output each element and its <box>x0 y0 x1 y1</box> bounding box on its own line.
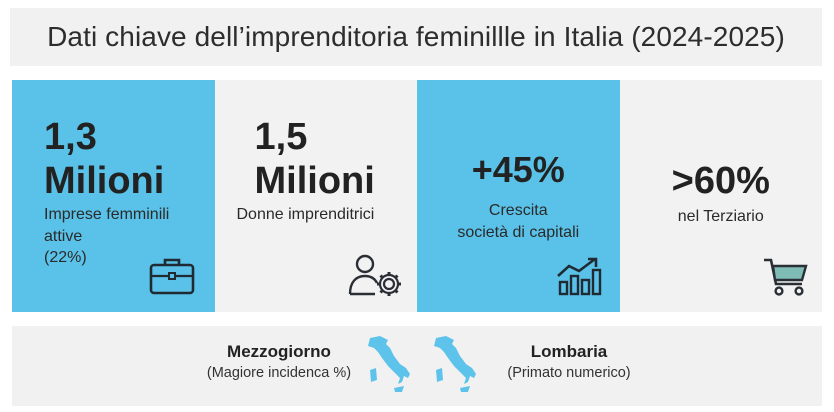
region-mezzogiorno: Mezzogiorno (Magiore incidenca %) <box>194 342 364 381</box>
stat-value-unit: Milioni <box>44 160 165 202</box>
stat-card-imprese: 1,3 Milioni Imprese femminili attive (22… <box>12 80 215 312</box>
stat-value: 1,3 <box>44 116 97 158</box>
stat-label-line: Crescita <box>488 202 548 219</box>
stat-label-line: società di capitali <box>457 223 580 241</box>
stat-label: nel Terziario <box>620 206 823 228</box>
title-bar: Dati chiave dell’imprenditoria feminilll… <box>10 8 822 66</box>
italy-map-icon <box>434 336 476 392</box>
stat-label-line: attive <box>44 227 83 245</box>
stat-cards: 1,3 Milioni Imprese femminili attive (22… <box>12 80 822 312</box>
stat-value-unit: Milioni <box>254 160 375 202</box>
stat-label: Imprese femminili attive (22%) <box>44 204 204 269</box>
stat-value: >60% <box>671 160 770 202</box>
person-gear-icon <box>348 254 401 296</box>
stat-label-line: nel Terziario <box>677 208 764 225</box>
stat-label-line: Imprese femminili <box>44 206 170 223</box>
stat-card-donne: 1,5 Milioni Donne imprenditrici <box>214 80 417 312</box>
stat-label-line: (22%) <box>44 249 87 267</box>
stat-card-terziario: >60% nel Terziario <box>619 80 823 312</box>
region-note: (Magiore incidenca %) <box>206 365 352 381</box>
region-note: (Primato numerico) <box>507 365 631 381</box>
regions-bar: Mezzogiorno (Magiore incidenca %) Lombar… <box>12 326 822 406</box>
region-name: Mezzogiorno <box>227 342 331 361</box>
stat-card-crescita: +45% Crescita società di capitali <box>417 80 620 312</box>
page-title: Dati chiave dell’imprenditoria feminilll… <box>47 21 785 52</box>
region-name: Lombaria <box>530 342 608 361</box>
region-lombardia: Lombaria (Primato numerico) <box>490 342 648 381</box>
stat-label: Donne imprenditrici <box>237 204 375 226</box>
stat-label: Crescita società di capitali <box>417 200 620 243</box>
briefcase-icon <box>149 258 195 295</box>
italy-map-icon <box>368 336 410 392</box>
growth-chart-icon <box>557 257 602 296</box>
shopping-cart-icon <box>763 258 808 296</box>
stat-value: +45% <box>471 149 565 190</box>
stat-label-line: Donne imprenditrici <box>236 206 375 223</box>
stat-value: 1,5 <box>254 116 308 158</box>
